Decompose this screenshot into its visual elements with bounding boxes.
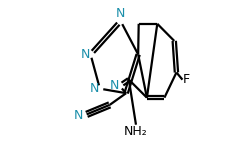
Text: N: N — [80, 48, 90, 61]
Text: N: N — [90, 82, 99, 95]
Text: NH₂: NH₂ — [124, 125, 148, 138]
Text: N: N — [109, 79, 119, 92]
Text: N: N — [73, 109, 83, 122]
Text: N: N — [116, 7, 125, 20]
Text: F: F — [183, 73, 190, 86]
